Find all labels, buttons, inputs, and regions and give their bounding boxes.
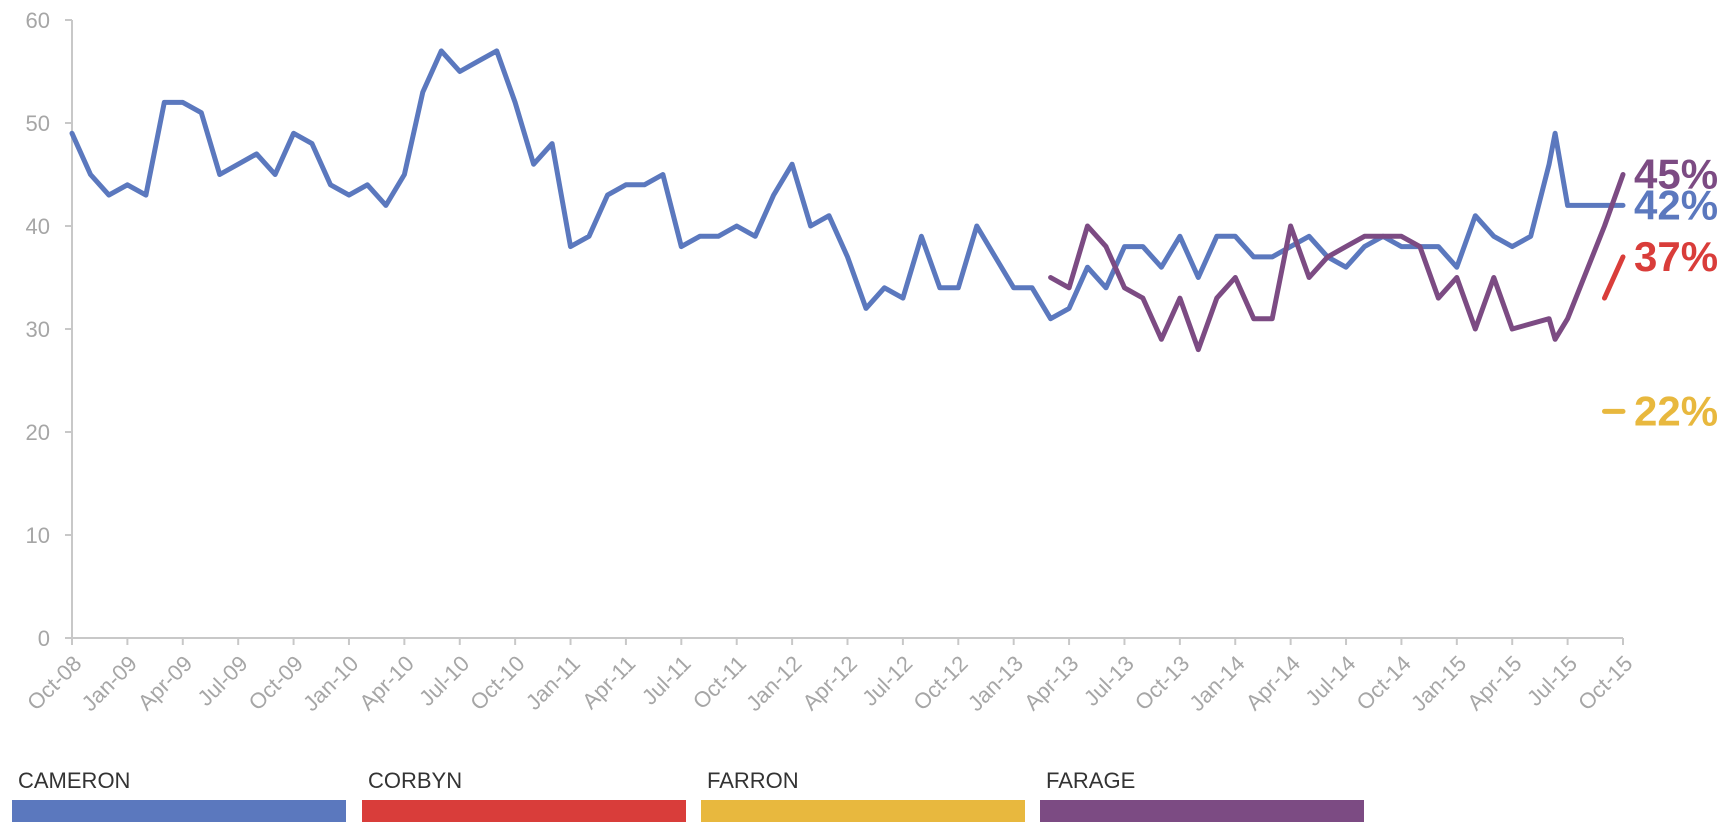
legend-swatch-farage xyxy=(1040,800,1364,822)
x-tick-label: Oct-10 xyxy=(465,651,529,715)
x-tick-label: Jul-12 xyxy=(857,651,917,711)
axes: 0102030405060Oct-08Jan-09Apr-09Jul-09Oct… xyxy=(22,8,1637,716)
y-tick-label: 50 xyxy=(26,111,50,136)
x-tick-label: Apr-13 xyxy=(1019,651,1083,715)
end-label-corbyn: 37% xyxy=(1634,233,1718,280)
x-tick-label: Jan-09 xyxy=(77,651,142,716)
end-label-farron: 22% xyxy=(1634,387,1718,434)
x-tick-label: Apr-15 xyxy=(1462,651,1526,715)
x-tick-label: Oct-09 xyxy=(244,651,308,715)
legend-swatch-corbyn xyxy=(362,800,686,822)
y-tick-label: 10 xyxy=(26,523,50,548)
x-tick-label: Jul-15 xyxy=(1522,651,1582,711)
y-tick-label: 0 xyxy=(38,626,50,651)
x-tick-label: Jan-10 xyxy=(298,651,363,716)
end-label-farage: 45% xyxy=(1634,151,1718,198)
y-tick-label: 60 xyxy=(26,8,50,33)
end-label-cameron: 42% xyxy=(1634,181,1718,228)
x-tick-label: Jan-15 xyxy=(1406,651,1471,716)
x-tick-label: Jul-11 xyxy=(637,651,696,710)
legend-item-corbyn: CORBYN xyxy=(362,768,686,822)
legend-item-farage: FARAGE xyxy=(1040,768,1364,822)
x-tick-label: Jan-13 xyxy=(963,651,1028,716)
legend-label-farage: FARAGE xyxy=(1046,768,1136,793)
legend-label-farron: FARRON xyxy=(707,768,799,793)
x-tick-label: Oct-15 xyxy=(1573,651,1637,715)
legend-swatch-cameron xyxy=(12,800,346,822)
x-tick-label: Apr-09 xyxy=(133,651,197,715)
y-tick-label: 40 xyxy=(26,214,50,239)
series-line-farage xyxy=(1048,172,1626,353)
x-tick-label: Apr-12 xyxy=(798,651,862,715)
x-tick-label: Jul-09 xyxy=(193,651,253,711)
x-tick-label: Apr-11 xyxy=(577,651,640,714)
x-tick-label: Oct-12 xyxy=(908,651,972,715)
series-line-corbyn xyxy=(1602,254,1626,301)
legend-swatch-farron xyxy=(701,800,1025,822)
x-tick-label: Oct-13 xyxy=(1130,651,1194,715)
x-tick-label: Apr-10 xyxy=(354,651,418,715)
x-tick-label: Jan-11 xyxy=(521,651,585,715)
legend-label-cameron: CAMERON xyxy=(18,768,131,793)
x-tick-label: Jul-13 xyxy=(1079,651,1139,711)
legend-item-farron: FARRON xyxy=(701,768,1025,822)
end-labels: 42% 37% 22% 45% xyxy=(1634,151,1718,435)
y-tick-label: 20 xyxy=(26,420,50,445)
x-tick-label: Oct-14 xyxy=(1351,651,1415,715)
x-tick-label: Jan-14 xyxy=(1184,651,1249,716)
x-tick-label: Oct-11 xyxy=(688,651,751,714)
y-tick-label: 30 xyxy=(26,317,50,342)
legend-item-cameron: CAMERON xyxy=(12,768,346,822)
x-tick-label: Apr-14 xyxy=(1241,651,1305,715)
legend-label-corbyn: CORBYN xyxy=(368,768,463,793)
series-line-cameron xyxy=(69,48,1626,322)
series-lines xyxy=(69,48,1626,414)
x-tick-label: Jan-12 xyxy=(741,651,806,716)
x-tick-label: Oct-08 xyxy=(22,651,86,715)
x-tick-label: Jul-10 xyxy=(414,651,474,711)
x-tick-label: Jul-14 xyxy=(1300,651,1360,711)
